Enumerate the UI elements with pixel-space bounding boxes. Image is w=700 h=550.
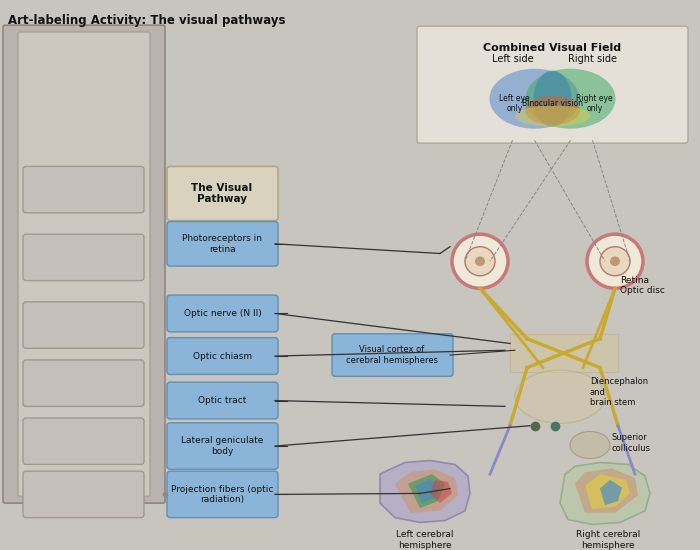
FancyBboxPatch shape: [23, 471, 144, 518]
Text: The Visual
Pathway: The Visual Pathway: [191, 183, 253, 204]
Ellipse shape: [570, 432, 610, 459]
Polygon shape: [415, 479, 440, 503]
Polygon shape: [600, 480, 622, 505]
Text: Visual cortex of
cerebral hemispheres: Visual cortex of cerebral hemispheres: [346, 345, 438, 365]
Ellipse shape: [526, 69, 615, 129]
Text: Superior
colliculus: Superior colliculus: [612, 433, 651, 453]
Text: Optic chiasm: Optic chiasm: [193, 351, 252, 361]
Text: Binocular vision: Binocular vision: [522, 99, 583, 108]
FancyBboxPatch shape: [332, 334, 453, 376]
FancyBboxPatch shape: [3, 25, 165, 503]
FancyBboxPatch shape: [18, 32, 150, 496]
Text: Right eye
only: Right eye only: [576, 94, 612, 113]
Text: Optic nerve (N II): Optic nerve (N II): [183, 309, 261, 318]
Text: Diencephalon
and
brain stem: Diencephalon and brain stem: [590, 377, 648, 407]
FancyBboxPatch shape: [167, 382, 278, 419]
FancyBboxPatch shape: [167, 423, 278, 469]
Circle shape: [475, 256, 485, 266]
Polygon shape: [585, 474, 630, 509]
Circle shape: [452, 234, 508, 288]
Text: Combined Visual Field: Combined Visual Field: [484, 42, 622, 53]
Text: Lateral geniculate
body: Lateral geniculate body: [181, 436, 264, 456]
FancyBboxPatch shape: [23, 418, 144, 464]
Ellipse shape: [515, 106, 590, 127]
Polygon shape: [575, 468, 638, 513]
Circle shape: [610, 256, 620, 266]
Text: Optic tract: Optic tract: [198, 396, 246, 405]
FancyBboxPatch shape: [167, 167, 278, 221]
Ellipse shape: [515, 370, 605, 424]
FancyBboxPatch shape: [23, 167, 144, 213]
Polygon shape: [560, 463, 650, 524]
Polygon shape: [395, 469, 458, 513]
Text: Right side: Right side: [568, 54, 617, 64]
Text: Photoreceptors in
retina: Photoreceptors in retina: [183, 234, 262, 254]
FancyBboxPatch shape: [23, 234, 144, 280]
Text: Right cerebral
hemisphere: Right cerebral hemisphere: [576, 530, 640, 549]
Polygon shape: [408, 474, 445, 508]
Text: Art-labeling Activity: The visual pathways: Art-labeling Activity: The visual pathwa…: [8, 14, 286, 26]
Polygon shape: [430, 480, 452, 503]
FancyBboxPatch shape: [167, 295, 278, 332]
Circle shape: [587, 234, 643, 288]
Text: Left eye
only: Left eye only: [499, 94, 530, 113]
Circle shape: [600, 247, 630, 276]
FancyBboxPatch shape: [23, 302, 144, 348]
FancyBboxPatch shape: [167, 222, 278, 266]
Text: Retina
Optic disc: Retina Optic disc: [620, 276, 665, 295]
Text: Projection fibers (optic
radiation): Projection fibers (optic radiation): [172, 485, 274, 504]
Ellipse shape: [533, 70, 571, 126]
Polygon shape: [510, 334, 618, 372]
FancyBboxPatch shape: [23, 360, 144, 406]
FancyBboxPatch shape: [167, 471, 278, 518]
Polygon shape: [380, 460, 470, 522]
Ellipse shape: [489, 69, 580, 129]
FancyBboxPatch shape: [167, 338, 278, 375]
Text: Left side: Left side: [492, 54, 533, 64]
Text: Left cerebral
hemisphere: Left cerebral hemisphere: [396, 530, 454, 549]
Circle shape: [465, 247, 495, 276]
FancyBboxPatch shape: [417, 26, 688, 143]
Ellipse shape: [525, 96, 580, 125]
